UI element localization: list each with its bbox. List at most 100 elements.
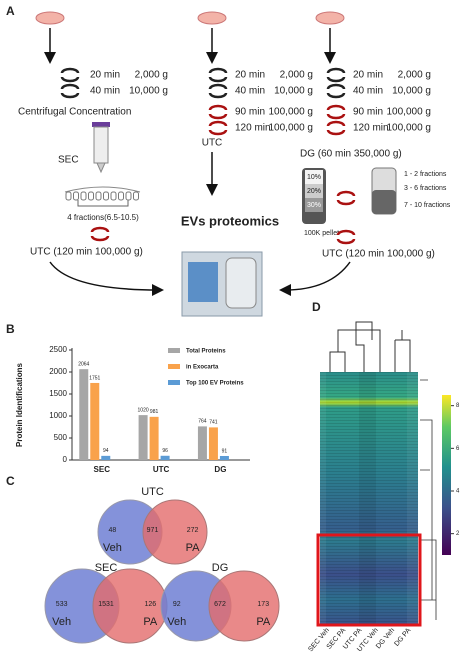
y-tick-label: 500: [54, 433, 68, 442]
y-tick-label: 2000: [49, 367, 67, 376]
column-label: DG PA: [393, 627, 412, 648]
venn-count: 48: [109, 527, 117, 534]
rotor-icon: [208, 104, 228, 120]
venn-set: PA: [186, 542, 201, 554]
bar: [160, 455, 170, 460]
x-tick-label: UTC: [153, 465, 170, 474]
venn-count: 92: [173, 601, 181, 608]
label: 3 - 6 fractions: [404, 185, 447, 192]
tube: [110, 191, 117, 201]
icon: [225, 257, 257, 309]
label: 20%: [307, 188, 321, 195]
panel-label: C: [6, 474, 15, 488]
rotor-icon: [326, 67, 346, 83]
venn-count: 533: [56, 601, 68, 608]
bar-label: 96: [162, 448, 168, 454]
step-time: 20 min: [235, 70, 265, 81]
colorbar-label: 8: [456, 403, 460, 409]
bar-label: 94: [103, 448, 109, 454]
step-time: 40 min: [235, 86, 265, 97]
venn-right: [208, 570, 280, 642]
legend-swatch: [168, 380, 180, 385]
panel-label: D: [312, 300, 321, 314]
icon: [64, 186, 141, 193]
tube: [103, 191, 109, 201]
step-time: 120 min: [235, 123, 271, 134]
y-tick-label: 0: [63, 455, 68, 464]
venn-diagrams: UTC 48 971 272 Veh PA SEC 533 1531 126 Veh PA DG 92 67…: [44, 486, 280, 644]
step-time: 90 min: [353, 107, 383, 118]
rotor-icon: [336, 229, 356, 245]
label: 4 fractions(6.5-10.5): [67, 213, 139, 222]
venn-title: UTC: [141, 486, 164, 498]
rotor-icon: [90, 226, 110, 242]
bar: [197, 426, 207, 460]
bar-label: 981: [150, 409, 159, 415]
colorbar-label: 6: [456, 446, 460, 452]
label: 1 - 2 fractions: [404, 171, 447, 178]
rotor-icon: [60, 67, 80, 83]
label: UTC (120 min 100,000 g): [30, 247, 143, 258]
step-time: 20 min: [353, 70, 383, 81]
step-time: 90 min: [235, 107, 265, 118]
x-tick-label: DG: [214, 465, 226, 474]
bar: [219, 455, 229, 460]
venn-count: 272: [187, 527, 199, 534]
step-force: 100,000 g: [269, 123, 314, 134]
step-time: 20 min: [90, 70, 120, 81]
bar: [101, 455, 111, 460]
step-force: 100,000 g: [269, 107, 314, 118]
dendrogram: [329, 321, 411, 372]
rotor-icon: [208, 120, 228, 136]
legend-swatch: [168, 348, 180, 353]
icon: [305, 198, 323, 212]
y-tick-label: 1500: [49, 389, 67, 398]
venn-right: [142, 499, 208, 565]
tube: [80, 191, 87, 201]
venn-title: DG: [212, 562, 229, 574]
y-tick-label: 2500: [49, 345, 67, 354]
rotor-icon: [326, 104, 346, 120]
venn-count: 1531: [98, 601, 114, 608]
step-time: 40 min: [90, 86, 120, 97]
step-force: 2,000 g: [398, 70, 431, 81]
colorbar-label: 2: [456, 531, 460, 537]
rotor-icon: [326, 83, 346, 99]
tube: [73, 191, 79, 201]
venn-set: Veh: [103, 542, 122, 554]
y-tick-label: 1000: [49, 411, 67, 420]
rotor-icon: [336, 190, 356, 206]
tube: [95, 191, 102, 201]
bar-label: 741: [209, 420, 218, 426]
tube: [65, 191, 72, 201]
legend-label: Total Proteins: [186, 349, 226, 355]
bar-label: 2064: [78, 362, 89, 368]
step-force: 10,000 g: [129, 86, 168, 97]
icon: [372, 190, 396, 214]
venn-count: 173: [257, 601, 269, 608]
label: UTC: [202, 138, 223, 149]
venn-set: PA: [256, 616, 271, 628]
heatmap-texture: [320, 372, 418, 625]
bar-label: 91: [222, 448, 228, 454]
bar: [138, 415, 148, 460]
highlight-box: [316, 533, 422, 627]
label: UTC (120 min 100,000 g): [322, 249, 435, 260]
panel-a: Centrifugal Concentration SEC 4 fraction…: [18, 11, 451, 317]
dish: [35, 11, 65, 25]
label: 100K pellet: [304, 230, 339, 237]
rotor-icon: [208, 83, 228, 99]
legend-label: Top 100 EV Proteins: [186, 381, 244, 387]
bar-chart: Protein Identifications 0 500 1000 1500 2000…: [15, 345, 250, 474]
venn-set: Veh: [52, 616, 71, 628]
arrow: [279, 261, 351, 296]
x-tick-label: SEC: [94, 465, 111, 474]
step-force: 2,000 g: [135, 70, 168, 81]
label: 7 - 10 fractions: [404, 202, 451, 209]
tube: [88, 191, 94, 201]
bar: [90, 382, 100, 460]
icon: [93, 126, 109, 164]
step-force: 2,000 g: [280, 70, 313, 81]
bar-label: 1020: [138, 407, 149, 413]
tube: [125, 191, 132, 201]
